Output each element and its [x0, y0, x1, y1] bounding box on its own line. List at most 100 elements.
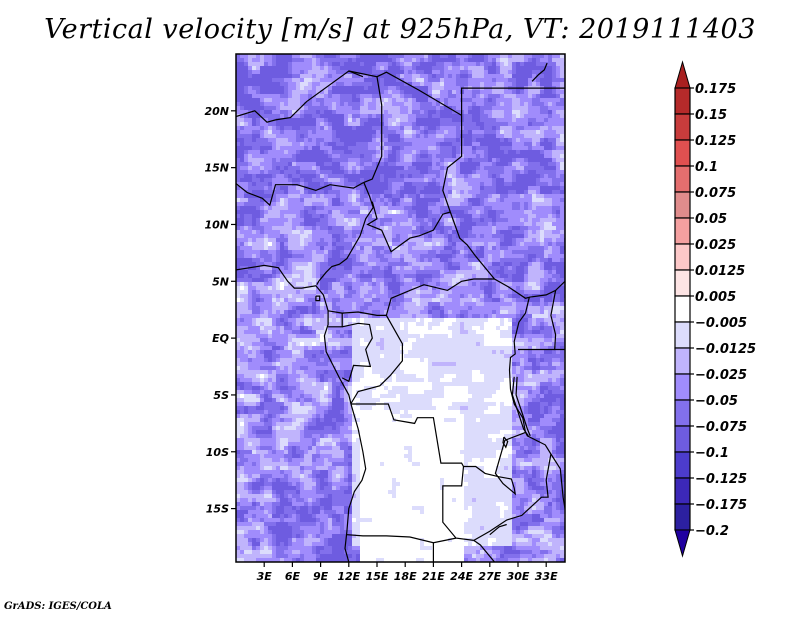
field-cell — [368, 74, 372, 78]
field-cell — [272, 174, 276, 178]
field-cell — [312, 154, 316, 158]
field-cell — [392, 194, 396, 198]
field-cell — [268, 234, 272, 238]
field-cell — [396, 218, 400, 222]
field-cell — [336, 238, 340, 242]
field-cell — [316, 174, 320, 178]
field-cell — [468, 94, 472, 98]
field-cell — [344, 246, 348, 250]
field-cell — [384, 166, 388, 170]
field-cell — [236, 170, 240, 174]
field-cell — [492, 258, 496, 262]
field-cell — [344, 194, 348, 198]
field-cell — [476, 254, 480, 258]
field-cell — [240, 294, 244, 298]
field-cell — [308, 94, 312, 98]
field-cell — [456, 110, 460, 114]
field-cell — [356, 74, 360, 78]
field-cell — [540, 258, 544, 262]
field-cell — [328, 218, 332, 222]
field-cell — [476, 102, 480, 106]
field-cell — [236, 98, 240, 102]
field-cell — [348, 122, 352, 126]
field-cell — [364, 290, 368, 294]
field-cell — [472, 214, 476, 218]
field-cell — [332, 158, 336, 162]
field-cell — [480, 130, 484, 134]
field-cell — [356, 274, 360, 278]
field-cell — [552, 66, 556, 70]
field-cell — [520, 246, 524, 250]
field-cell — [316, 214, 320, 218]
field-cell — [340, 158, 344, 162]
field-cell — [264, 258, 268, 262]
field-cell — [496, 206, 500, 210]
field-cell — [316, 266, 320, 270]
field-cell — [484, 206, 488, 210]
field-cell — [368, 158, 372, 162]
field-cell — [544, 246, 548, 250]
field-cell — [408, 270, 412, 274]
field-cell — [464, 266, 468, 270]
field-cell — [492, 158, 496, 162]
field-cell — [440, 186, 444, 190]
field-cell — [448, 218, 452, 222]
field-cell — [392, 222, 396, 226]
field-cell — [296, 130, 300, 134]
field-cell — [332, 130, 336, 134]
field-cell — [488, 238, 492, 242]
field-cell — [380, 234, 384, 238]
field-cell — [512, 82, 516, 86]
field-cell — [432, 58, 436, 62]
field-cell — [476, 82, 480, 86]
field-cell — [412, 178, 416, 182]
field-cell — [448, 290, 452, 294]
field-cell — [464, 58, 468, 62]
field-cell — [404, 194, 408, 198]
field-cell — [520, 122, 524, 126]
field-cell — [376, 214, 380, 218]
field-cell — [540, 250, 544, 254]
field-cell — [504, 118, 508, 122]
field-cell — [236, 266, 240, 270]
field-cell — [372, 234, 376, 238]
field-cell — [384, 210, 388, 214]
field-cell — [432, 218, 436, 222]
field-cell — [464, 70, 468, 74]
field-cell — [444, 126, 448, 130]
field-cell — [312, 250, 316, 254]
field-cell — [368, 150, 372, 154]
field-cell — [496, 58, 500, 62]
field-cell — [488, 106, 492, 110]
field-cell — [292, 90, 296, 94]
field-cell — [512, 58, 516, 62]
field-cell — [456, 138, 460, 142]
field-cell — [516, 182, 520, 186]
field-cell — [312, 78, 316, 82]
field-cell — [364, 158, 368, 162]
field-cell — [472, 246, 476, 250]
field-cell — [256, 246, 260, 250]
field-cell — [528, 290, 532, 294]
field-cell — [508, 218, 512, 222]
field-cell — [348, 226, 352, 230]
field-cell — [388, 262, 392, 266]
field-cell — [396, 94, 400, 98]
field-cell — [376, 250, 380, 254]
field-cell — [320, 158, 324, 162]
field-cell — [376, 218, 380, 222]
field-cell — [264, 62, 268, 66]
field-cell — [252, 86, 256, 90]
field-cell — [392, 218, 396, 222]
field-cell — [348, 54, 352, 58]
field-cell — [528, 70, 532, 74]
field-cell — [524, 90, 528, 94]
field-cell — [544, 106, 548, 110]
field-cell — [292, 182, 296, 186]
field-cell — [316, 194, 320, 198]
field-cell — [356, 242, 360, 246]
field-cell — [264, 150, 268, 154]
field-cell — [268, 206, 272, 210]
field-cell — [560, 210, 564, 214]
field-cell — [248, 230, 252, 234]
